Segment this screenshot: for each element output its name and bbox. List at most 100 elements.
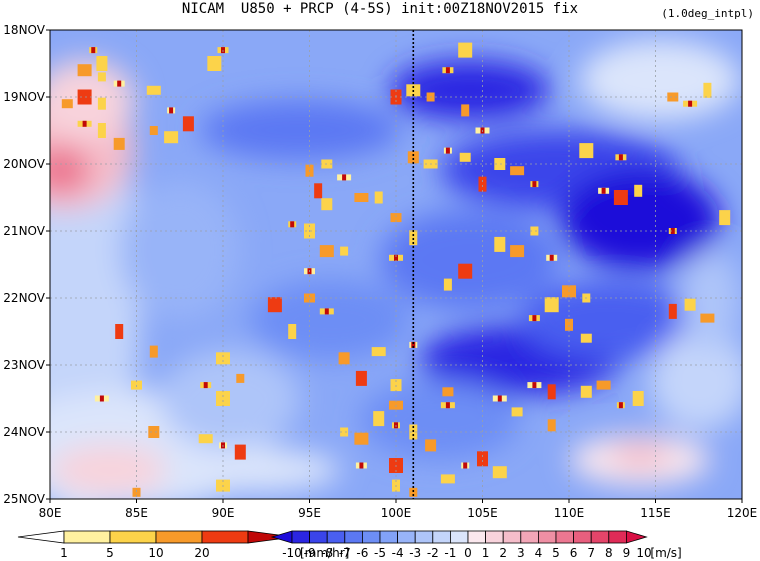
- x-tick-label: 95E: [298, 506, 321, 520]
- precip-cell: [632, 391, 644, 406]
- precip-core: [549, 254, 554, 261]
- precip-cell: [390, 213, 402, 223]
- u-cb-tick: -9: [304, 546, 316, 560]
- u-cb-box: [449, 530, 469, 544]
- u-cb-tick: -7: [339, 546, 351, 560]
- u-cb-tick: 6: [570, 546, 578, 560]
- precip-core: [91, 47, 96, 54]
- precip-cell: [684, 298, 696, 311]
- precip-core: [82, 120, 87, 127]
- precip-cell: [667, 92, 679, 102]
- u-cb-box: [573, 530, 592, 544]
- precip-cell: [596, 380, 611, 390]
- precip-cb-tick: 5: [106, 546, 114, 560]
- u-cb-tick: 0: [464, 546, 472, 560]
- field-blob: [520, 280, 700, 360]
- precip-cell: [61, 99, 73, 109]
- precip-cell: [77, 64, 92, 77]
- field-blob: [380, 210, 560, 310]
- precip-cell: [314, 183, 323, 199]
- u-cb-tick: 1: [482, 546, 490, 560]
- precip-cell: [132, 487, 141, 497]
- precip-cb-box: [109, 530, 157, 544]
- chart-subtitle: (1.0deg_intpl): [661, 7, 754, 20]
- u-cb-tick: -1: [444, 546, 456, 560]
- precip-cell: [96, 56, 108, 71]
- precip-core: [532, 181, 537, 188]
- precip-core: [445, 67, 450, 74]
- precip-core: [342, 174, 347, 181]
- field-blobs: [50, 40, 742, 499]
- precip-core: [532, 382, 537, 389]
- y-tick-label: 23NOV: [3, 358, 45, 372]
- precip-cb-box: [201, 530, 249, 544]
- precip-cell: [97, 123, 106, 138]
- x-tick-label: 105E: [467, 506, 498, 520]
- field-blob: [50, 445, 170, 495]
- precip-core: [169, 107, 174, 114]
- y-tick-label: 18NOV: [3, 23, 45, 37]
- precip-cell: [319, 245, 334, 258]
- precip-cell: [634, 184, 643, 197]
- precip-cell: [544, 297, 559, 313]
- u-cb-box: [291, 530, 311, 544]
- u-cb-box: [379, 530, 399, 544]
- u-cb-box: [326, 530, 346, 544]
- precip-core: [99, 395, 104, 402]
- y-tick-label: 20NOV: [3, 157, 45, 171]
- precip-colorbar: 1 5 10 20 [mm/hr]: [17, 530, 349, 560]
- precip-core: [497, 395, 502, 402]
- u-cb-box: [397, 530, 416, 544]
- precip-cb-arrow-left: [17, 530, 65, 544]
- x-tick-label: 120E: [727, 506, 758, 520]
- u-cb-tick: 2: [499, 546, 507, 560]
- u850-colorbar: -10 -9 -8 -7 -6 -5 -4 -3 -2 -1 0 1 2 3 4 5 6 7 8 9 10[m/s]: [270, 530, 682, 560]
- precip-cell: [267, 297, 282, 313]
- field-blob: [160, 448, 340, 492]
- u-cb-box: [520, 530, 539, 544]
- x-tick-label: 115E: [640, 506, 671, 520]
- precip-cell: [511, 407, 523, 417]
- precip-cell: [113, 137, 125, 150]
- precip-core: [117, 80, 122, 87]
- precip-cell: [207, 56, 222, 71]
- precip-cell: [459, 152, 471, 162]
- precip-core: [359, 462, 364, 469]
- x-tick-label: 100E: [381, 506, 412, 520]
- grid-lines: [50, 30, 742, 499]
- y-tick-label: 25NOV: [3, 492, 45, 506]
- field-blob: [680, 250, 740, 350]
- precip-cell: [149, 345, 158, 358]
- precip-core: [445, 147, 450, 154]
- precip-core: [203, 382, 208, 389]
- u-cb-tick: 3: [517, 546, 525, 560]
- u-cb-box: [485, 530, 504, 544]
- precip-cell: [149, 126, 158, 135]
- precip-cell: [440, 474, 455, 484]
- precip-cb-tick: 1: [60, 546, 68, 560]
- u-cb-box: [414, 530, 434, 544]
- precip-cell: [492, 466, 507, 479]
- precip-cell: [354, 432, 369, 445]
- precip-cell: [371, 347, 386, 357]
- x-tick-label: 80E: [39, 506, 62, 520]
- field-blob: [200, 100, 400, 160]
- precip-cell: [668, 303, 677, 319]
- precip-cell: [443, 278, 452, 291]
- precip-cell: [494, 236, 506, 252]
- u-cb-arrow-left: [270, 530, 293, 544]
- x-tick-label: 85E: [125, 506, 148, 520]
- u-cb-tick: 7: [587, 546, 595, 560]
- u-cb-tick: -8: [321, 546, 333, 560]
- precip-cell: [700, 313, 715, 323]
- precip-cell: [565, 318, 573, 331]
- precip-cell: [461, 104, 470, 117]
- precip-cell: [321, 198, 333, 211]
- precip-cell: [477, 451, 488, 467]
- u-cb-box: [502, 530, 522, 544]
- x-tick-label: 90E: [212, 506, 235, 520]
- precip-cell: [354, 193, 369, 202]
- precip-cell: [407, 151, 419, 164]
- chart-title: NICAM U850 + PRCP (4-5S) init:00Z18NOV20…: [181, 1, 579, 17]
